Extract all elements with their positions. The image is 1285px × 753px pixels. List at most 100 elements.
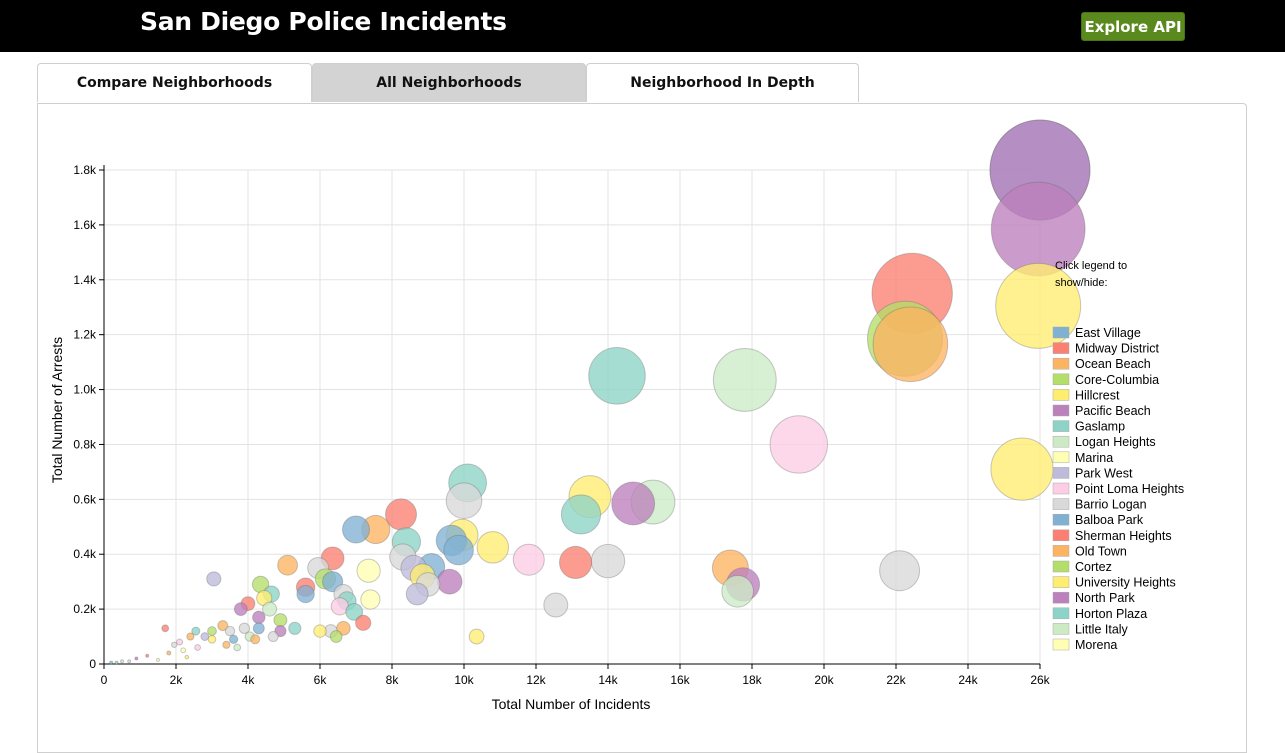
scatter-point[interactable] xyxy=(356,558,381,583)
legend-swatch[interactable] xyxy=(1052,529,1070,542)
legend-item[interactable]: Marina xyxy=(1052,451,1113,465)
legend-item[interactable]: Pacific Beach xyxy=(1052,404,1151,418)
legend-label[interactable]: Sherman Heights xyxy=(1075,529,1172,543)
scatter-point[interactable] xyxy=(769,415,828,474)
scatter-point[interactable] xyxy=(443,534,474,566)
legend-item[interactable]: Midway District xyxy=(1052,342,1160,356)
legend-item[interactable]: Ocean Beach xyxy=(1052,357,1151,371)
legend-item[interactable]: Hillcrest xyxy=(1052,388,1120,402)
legend-swatch[interactable] xyxy=(1052,342,1070,354)
tab-neighborhood-in-depth[interactable]: Neighborhood In Depth xyxy=(586,63,859,102)
scatter-point[interactable] xyxy=(217,620,229,632)
legend-swatch[interactable] xyxy=(1052,513,1070,526)
legend-label[interactable]: Horton Plaza xyxy=(1075,607,1147,621)
scatter-point[interactable] xyxy=(468,628,485,645)
scatter-point[interactable] xyxy=(721,574,754,608)
legend-label[interactable]: Pacific Beach xyxy=(1075,404,1151,418)
scatter-point[interactable] xyxy=(405,582,429,606)
scatter-point[interactable] xyxy=(588,347,646,405)
legend-item[interactable]: Point Loma Heights xyxy=(1052,482,1184,496)
scatter-point[interactable] xyxy=(166,650,172,656)
legend-item[interactable]: Morena xyxy=(1052,638,1117,652)
scatter-point[interactable] xyxy=(194,644,202,651)
tab-all-neighborhoods[interactable]: All Neighborhoods xyxy=(312,63,586,102)
scatter-point[interactable] xyxy=(252,622,265,635)
scatter-point[interactable] xyxy=(990,437,1054,501)
legend-item[interactable]: Horton Plaza xyxy=(1052,607,1147,621)
legend-swatch[interactable] xyxy=(1052,420,1070,432)
scatter-point[interactable] xyxy=(543,592,569,618)
legend-swatch[interactable] xyxy=(1052,545,1070,557)
scatter-point[interactable] xyxy=(233,643,242,652)
scatter-point[interactable] xyxy=(355,614,372,631)
legend-label[interactable]: Marina xyxy=(1075,451,1113,465)
scatter-point[interactable] xyxy=(288,621,302,635)
scatter-point[interactable] xyxy=(176,638,184,646)
scatter-point[interactable] xyxy=(445,482,483,520)
scatter-point[interactable] xyxy=(250,634,261,645)
legend-swatch[interactable] xyxy=(1052,373,1070,386)
tab-compare-neighborhoods[interactable]: Compare Neighborhoods xyxy=(37,63,312,102)
scatter-point[interactable] xyxy=(879,550,921,592)
legend-item[interactable]: Sherman Heights xyxy=(1052,529,1172,543)
scatter-point[interactable] xyxy=(206,571,222,587)
scatter-point[interactable] xyxy=(277,554,299,576)
legend-swatch[interactable] xyxy=(1052,623,1070,635)
legend-item[interactable]: Park West xyxy=(1052,466,1133,480)
legend-label[interactable]: Hillcrest xyxy=(1075,388,1120,402)
legend-label[interactable]: Barrio Logan xyxy=(1075,498,1147,512)
legend-item[interactable]: Barrio Logan xyxy=(1052,498,1147,512)
legend-label[interactable]: Little Italy xyxy=(1075,622,1129,636)
scatter-point[interactable] xyxy=(872,306,949,383)
legend-swatch[interactable] xyxy=(1052,560,1070,573)
legend-label[interactable]: North Park xyxy=(1075,591,1135,605)
scatter-point[interactable] xyxy=(559,545,593,580)
scatter-point[interactable] xyxy=(161,624,170,633)
scatter-point[interactable] xyxy=(134,656,139,661)
scatter-point[interactable] xyxy=(611,481,656,526)
legend-label[interactable]: Old Town xyxy=(1075,544,1127,558)
legend-label[interactable]: University Heights xyxy=(1075,576,1176,590)
scatter-point[interactable] xyxy=(313,624,327,638)
legend-swatch[interactable] xyxy=(1052,404,1070,417)
scatter-point[interactable] xyxy=(186,632,195,641)
legend-label[interactable]: Midway District xyxy=(1075,342,1160,356)
explore-api-button[interactable]: Explore API xyxy=(1081,12,1185,41)
scatter-point[interactable] xyxy=(207,626,217,636)
scatter-point[interactable] xyxy=(345,602,364,621)
legend-label[interactable]: Balboa Park xyxy=(1075,513,1144,527)
scatter-point[interactable] xyxy=(476,531,509,564)
scatter-point[interactable] xyxy=(127,659,132,664)
legend-item[interactable]: East Village xyxy=(1052,326,1141,340)
legend-item[interactable]: Balboa Park xyxy=(1052,513,1144,527)
scatter-point[interactable] xyxy=(336,621,351,636)
scatter-point[interactable] xyxy=(233,602,248,617)
legend-item[interactable]: Core-Columbia xyxy=(1052,373,1159,387)
legend-item[interactable]: Cortez xyxy=(1052,560,1112,574)
legend-label[interactable]: Park West xyxy=(1075,466,1133,480)
scatter-point[interactable] xyxy=(560,494,602,535)
scatter-point[interactable] xyxy=(296,584,315,604)
legend-item[interactable]: University Heights xyxy=(1052,576,1176,590)
scatter-point[interactable] xyxy=(360,589,381,610)
legend-swatch[interactable] xyxy=(1052,467,1070,479)
legend-swatch[interactable] xyxy=(1052,607,1070,620)
scatter-point[interactable] xyxy=(200,632,210,641)
legend-label[interactable]: Morena xyxy=(1075,638,1117,652)
scatter-point[interactable] xyxy=(342,515,370,544)
scatter-point[interactable] xyxy=(512,543,545,576)
scatter-point[interactable] xyxy=(274,624,287,638)
scatter-point[interactable] xyxy=(145,653,150,658)
legend-item[interactable]: Little Italy xyxy=(1052,622,1129,636)
legend-item[interactable]: Gaslamp xyxy=(1052,420,1125,434)
scatter-point[interactable] xyxy=(590,543,626,579)
scatter-point[interactable] xyxy=(114,660,119,665)
scatter-point[interactable] xyxy=(252,610,266,625)
legend-label[interactable]: Logan Heights xyxy=(1075,435,1156,449)
scatter-point[interactable] xyxy=(385,498,417,531)
scatter-point[interactable] xyxy=(267,631,279,643)
legend-swatch[interactable] xyxy=(1052,389,1070,401)
scatter-point[interactable] xyxy=(273,613,288,628)
scatter-point[interactable] xyxy=(171,641,178,648)
legend-item[interactable]: Logan Heights xyxy=(1052,435,1156,449)
